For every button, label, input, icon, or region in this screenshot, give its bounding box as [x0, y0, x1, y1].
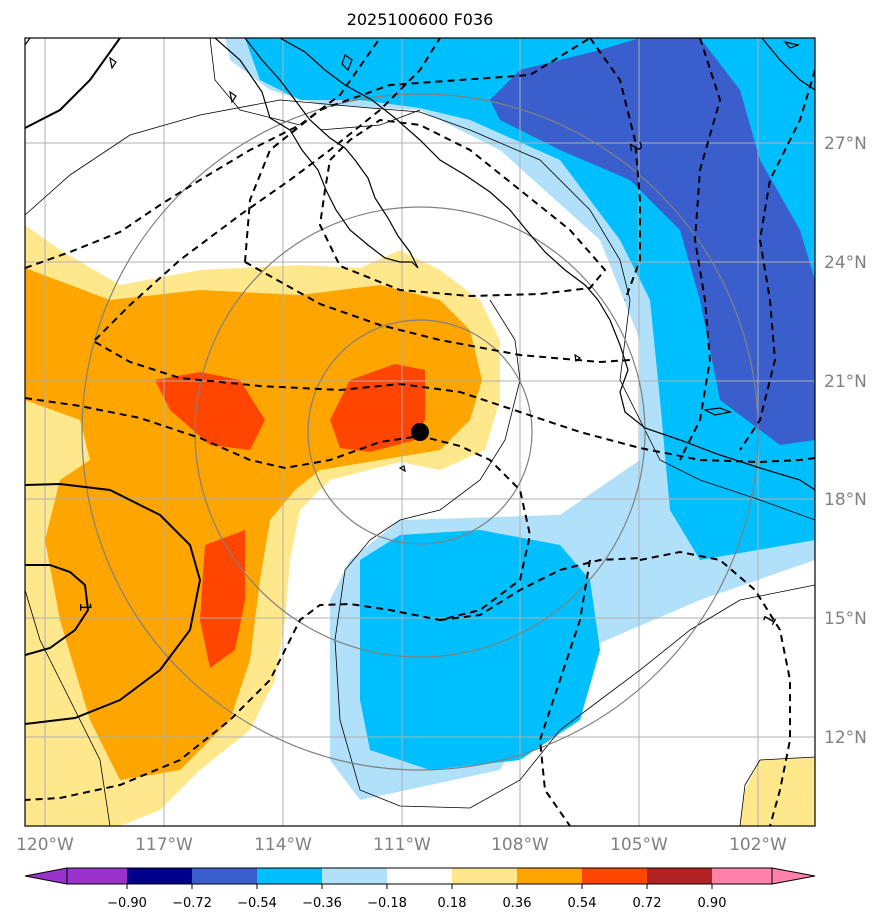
colorbar-segment [257, 868, 322, 884]
x-tick-label: 105°W [610, 835, 668, 855]
y-tick-label: 24°N [824, 253, 867, 273]
colorbar-tick-label: −0.18 [367, 896, 407, 911]
colorbar-tick-label: 0.36 [503, 896, 532, 911]
colorbar-tick-label: −0.72 [172, 896, 212, 911]
contour-label: 1 [76, 602, 95, 612]
colorbar-extend-high [772, 868, 815, 884]
x-tick-label: 114°W [254, 835, 312, 855]
map-area: 1 1 2 [25, 38, 815, 826]
colorbar-segment [712, 868, 772, 884]
colorbar-segment [452, 868, 517, 884]
y-tick-label: 15°N [824, 609, 867, 629]
colorbar-tick-label: 0.90 [698, 896, 727, 911]
colorbar-segment [127, 868, 192, 884]
x-axis-labels: 120°W 117°W 114°W 111°W 108°W 105°W 102°… [16, 835, 787, 855]
colorbar-segment [387, 868, 452, 884]
colorbar-segment [192, 868, 257, 884]
storm-center-marker [411, 423, 429, 441]
colorbar-segment [582, 868, 647, 884]
colorbar-segment [647, 868, 712, 884]
colorbar-ticks [127, 884, 712, 889]
colorbar: −0.90 −0.72 −0.54 −0.36 −0.18 0.18 0.36 … [25, 868, 815, 911]
y-axis-labels: 27°N 24°N 21°N 18°N 15°N 12°N [824, 134, 867, 748]
colorbar-tick-label: −0.90 [107, 896, 147, 911]
colorbar-segment [517, 868, 582, 884]
y-tick-label: 27°N [824, 134, 867, 154]
colorbar-segment [322, 868, 387, 884]
colorbar-segment [67, 868, 127, 884]
y-tick-label: 18°N [824, 490, 867, 510]
colorbar-tick-label: −0.54 [237, 896, 277, 911]
colorbar-tick-label: 0.72 [633, 896, 662, 911]
colorbar-extend-low [25, 868, 67, 884]
x-tick-label: 120°W [16, 835, 74, 855]
x-tick-label: 102°W [729, 835, 787, 855]
colorbar-tick-label: 0.18 [438, 896, 467, 911]
y-tick-label: 21°N [824, 372, 867, 392]
x-tick-label: 111°W [373, 835, 431, 855]
x-tick-label: 108°W [491, 835, 549, 855]
x-tick-label: 117°W [135, 835, 193, 855]
colorbar-tick-label: −0.36 [302, 896, 342, 911]
y-tick-label: 12°N [824, 728, 867, 748]
colorbar-tick-label: 0.54 [568, 896, 597, 911]
